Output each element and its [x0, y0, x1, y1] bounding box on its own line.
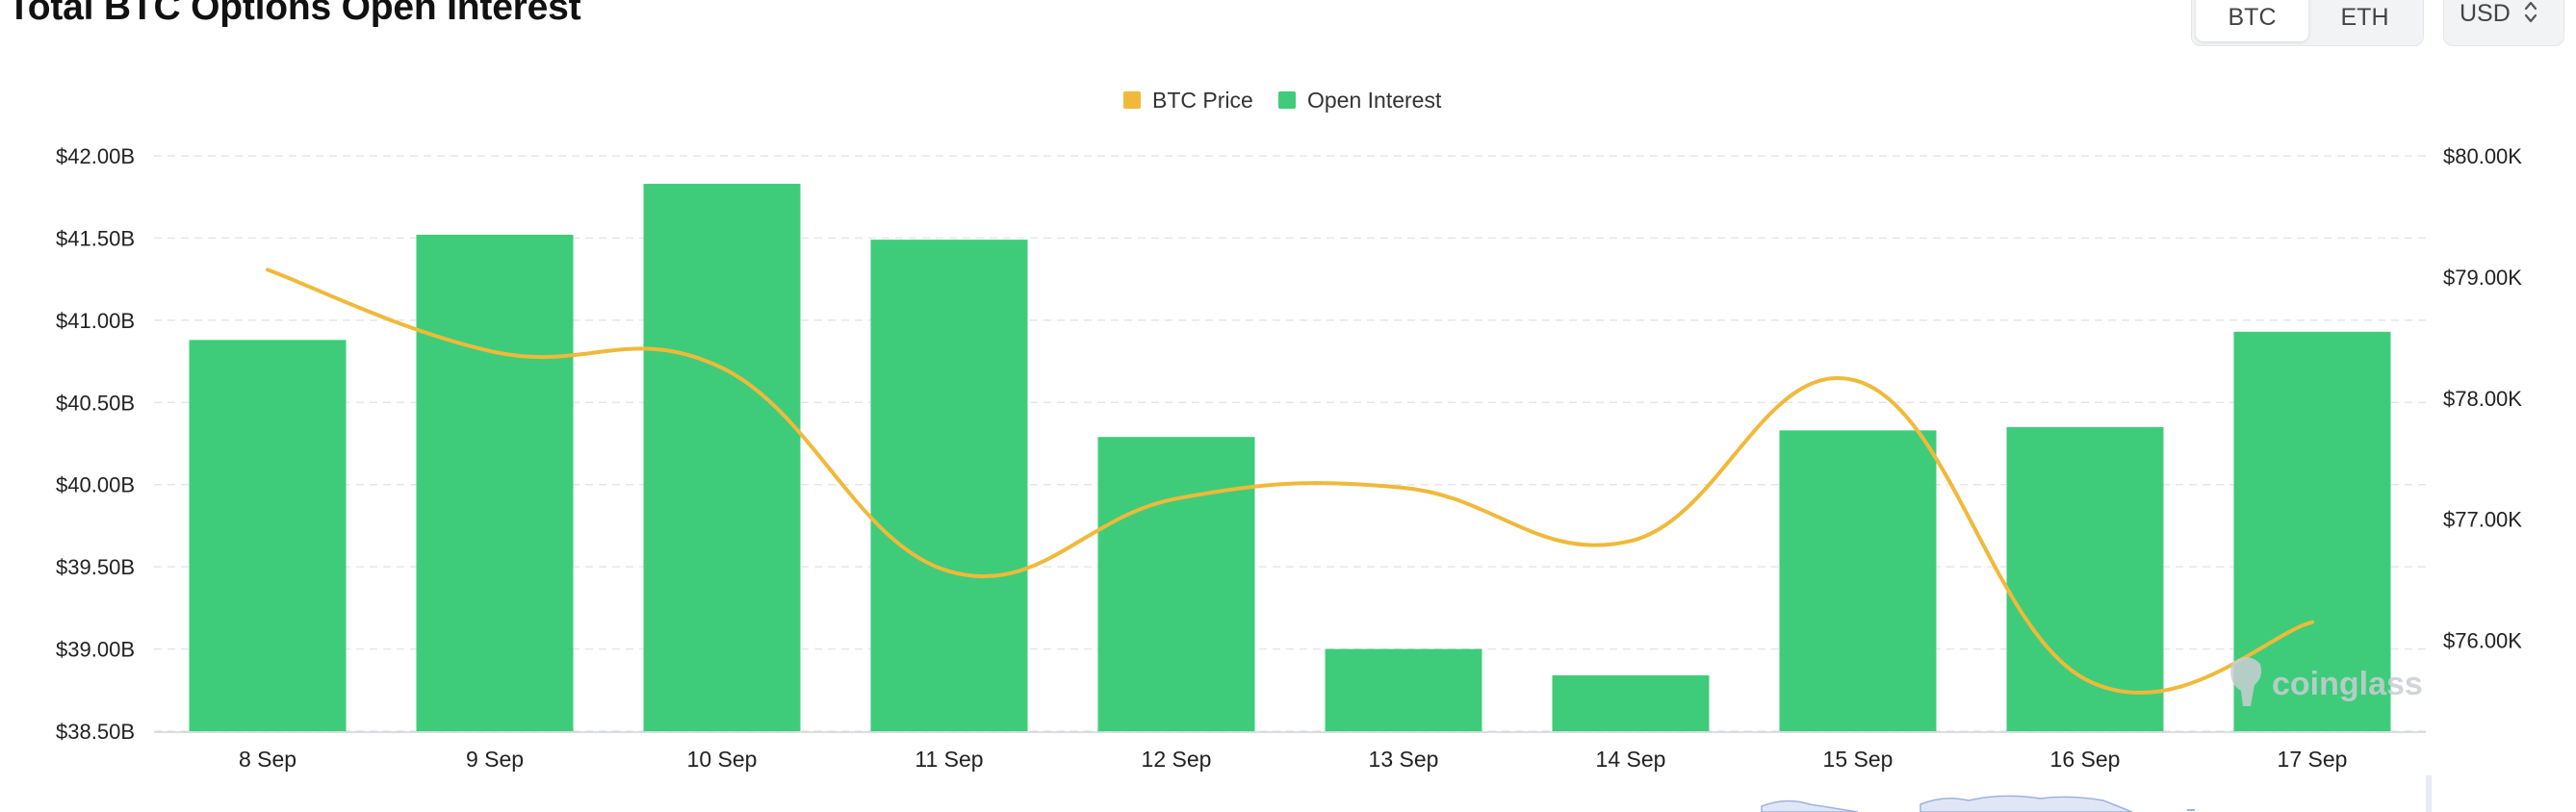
left-y-tick-label: $41.50B — [56, 226, 135, 250]
btc-button[interactable]: BTC — [2196, 0, 2308, 41]
x-tick-label: 14 Sep — [1596, 747, 1666, 772]
navigator-preview — [1761, 775, 2432, 812]
left-y-tick-label: $38.50B — [56, 720, 135, 744]
x-tick-label: 11 Sep — [914, 747, 983, 772]
x-tick-label: 12 Sep — [1142, 747, 1212, 772]
legend: BTC Price Open Interest — [1123, 88, 1442, 113]
asset-toggle: BTC ETH — [2191, 0, 2424, 46]
right-y-tick-label: $77.00K — [2443, 508, 2522, 532]
currency-select[interactable]: USD — [2443, 0, 2564, 46]
right-y-tick-label: $79.00K — [2443, 266, 2522, 290]
left-y-tick-label: $39.00B — [56, 638, 135, 662]
left-y-tick-label: $41.00B — [56, 309, 135, 333]
btc-price-line — [266, 267, 2314, 695]
navigator-area — [1919, 795, 2133, 812]
chevron-updown-icon — [2524, 1, 2537, 23]
open-interest-bar — [189, 340, 347, 731]
legend-label: Open Interest — [1307, 88, 1442, 113]
x-tick-label: 17 Sep — [2278, 747, 2348, 772]
currency-value: USD — [2460, 0, 2511, 27]
x-tick-label: 10 Sep — [687, 747, 758, 772]
navigator-handle — [2426, 775, 2432, 812]
watermark-text: coinglass — [2272, 666, 2423, 702]
right-y-tick-label: $80.00K — [2443, 144, 2522, 168]
open-interest-bar — [1779, 430, 1937, 731]
left-y-axis: $38.50B $39.00B $39.50B $40.00B $40.50B $41.0… — [56, 144, 135, 744]
right-y-tick-label: $78.00K — [2443, 387, 2522, 411]
open-interest-bar — [2006, 426, 2164, 731]
watermark: coinglass — [2230, 657, 2423, 706]
x-axis: 8 Sep 9 Sep 10 Sep 11 Sep 12 Sep 13 Sep 14 Sep… — [154, 731, 2426, 772]
btc-price-line-group — [266, 267, 2314, 695]
legend-swatch — [1123, 91, 1141, 109]
open-interest-bar — [1552, 674, 1710, 731]
eth-button[interactable]: ETH — [2340, 4, 2389, 31]
x-tick-label: 13 Sep — [1369, 747, 1439, 772]
left-y-tick-label: $39.50B — [56, 555, 135, 579]
left-y-tick-label: $42.00B — [56, 144, 135, 168]
open-interest-bar — [416, 235, 574, 732]
x-tick-label: 9 Sep — [466, 747, 524, 772]
coinglass-logo-icon — [2230, 657, 2262, 706]
open-interest-bars — [189, 184, 2391, 732]
left-y-tick-label: $40.50B — [56, 391, 135, 415]
x-tick-label: 16 Sep — [2050, 747, 2121, 772]
right-y-tick-label: $76.00K — [2443, 629, 2522, 653]
x-tick-label: 15 Sep — [1823, 747, 1893, 772]
right-y-axis: $76.00K $77.00K $78.00K $79.00K $80.00K — [2443, 144, 2522, 653]
open-interest-bar — [870, 240, 1028, 731]
open-interest-bar — [1097, 437, 1255, 731]
page-title: Total BTC Options Open Interest — [8, 0, 581, 28]
x-tick-label: 8 Sep — [239, 747, 296, 772]
legend-label: BTC Price — [1152, 88, 1253, 113]
left-y-tick-label: $40.00B — [56, 473, 135, 497]
open-interest-bar — [643, 184, 801, 731]
navigator-area — [1761, 799, 1859, 812]
open-interest-bar — [1325, 648, 1482, 731]
legend-swatch — [1278, 91, 1296, 109]
